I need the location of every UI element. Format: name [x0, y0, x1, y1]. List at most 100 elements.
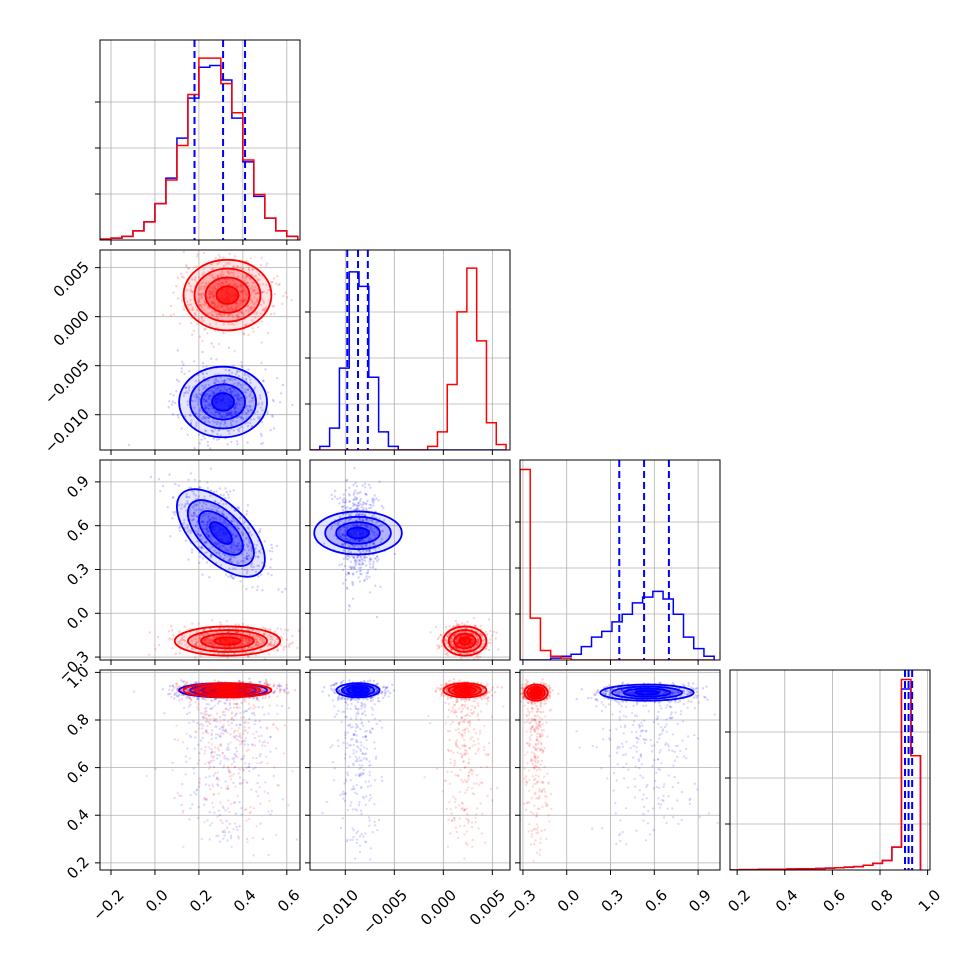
scatter-point [352, 523, 355, 526]
scatter-point [223, 557, 226, 560]
scatter-point [265, 291, 268, 294]
scatter-point [354, 481, 357, 485]
scatter-point [204, 301, 207, 304]
scatter-point [237, 542, 240, 545]
scatter-point [205, 416, 208, 419]
scatter-point [259, 647, 262, 651]
scatter-point [455, 638, 458, 641]
scatter-point [350, 507, 353, 510]
scatter-point [380, 504, 383, 508]
scatter-point [355, 485, 359, 488]
scatter-point [154, 648, 157, 651]
scatter-point [249, 277, 252, 280]
scatter-point [348, 500, 351, 503]
scatter-point [218, 388, 221, 392]
scatter-point [455, 640, 459, 643]
scatter-point [203, 407, 207, 410]
scatter-point [188, 512, 191, 515]
scatter-point [213, 386, 216, 389]
scatter-point [209, 556, 212, 559]
scatter-point [199, 534, 202, 537]
scatter-point [228, 378, 231, 381]
scatter-point [348, 500, 351, 503]
scatter-point [226, 413, 230, 416]
scatter-point [243, 390, 247, 394]
scatter-point [358, 524, 362, 528]
scatter-point [204, 421, 207, 424]
scatter-point [242, 635, 245, 639]
scatter-point [202, 281, 205, 284]
scatter-point [234, 567, 237, 570]
scatter-point [224, 487, 227, 490]
scatter-point [167, 630, 171, 633]
scatter-point [207, 396, 210, 399]
scatter-point [207, 533, 210, 537]
scatter-point [258, 278, 262, 281]
scatter-point [194, 643, 198, 647]
scatter-point [162, 313, 165, 317]
scatter-point [184, 502, 188, 506]
scatter-point [466, 634, 470, 638]
scatter-point [202, 639, 205, 642]
scatter-point [200, 295, 204, 299]
scatter-point [363, 502, 366, 505]
scatter-point [372, 504, 375, 507]
scatter-point [212, 536, 215, 539]
scatter-point [198, 501, 202, 504]
scatter-point [371, 566, 375, 570]
scatter-point [228, 273, 231, 276]
scatter-point [200, 384, 204, 387]
scatter-point [364, 545, 368, 548]
scatter-point [342, 525, 345, 529]
scatter-point [217, 313, 220, 316]
scatter-point [214, 389, 218, 392]
scatter-point [470, 663, 472, 665]
scatter-point [248, 638, 251, 642]
scatter-point [194, 509, 197, 512]
scatter-point [247, 646, 250, 649]
scatter-point [201, 340, 204, 343]
scatter-point [266, 683, 269, 686]
scatter-point [234, 283, 237, 286]
scatter-point [273, 642, 276, 645]
scatter-point [223, 423, 226, 426]
scatter-point [207, 417, 210, 420]
scatter-point [250, 533, 253, 536]
scatter-point [222, 390, 225, 393]
scatter-point [227, 322, 231, 325]
scatter-point [243, 410, 246, 413]
scatter-point [239, 636, 243, 639]
scatter-point [224, 548, 227, 552]
scatter-point [230, 271, 233, 274]
scatter-point [223, 386, 226, 390]
scatter-point [469, 643, 472, 646]
scatter-point [203, 523, 206, 527]
scatter-point [226, 270, 229, 273]
scatter-point [215, 315, 219, 318]
scatter-point [236, 371, 239, 374]
scatter-point [337, 521, 340, 524]
scatter-point [257, 555, 260, 558]
scatter-point [168, 636, 172, 640]
scatter-point [477, 641, 480, 644]
scatter-point [460, 648, 464, 651]
scatter-point [204, 400, 208, 403]
scatter-point [221, 510, 224, 513]
scatter-point [439, 633, 442, 636]
scatter-point [191, 399, 195, 403]
scatter-point [215, 490, 218, 493]
scatter-point [204, 429, 208, 433]
scatter-point [454, 619, 457, 623]
scatter-point [246, 637, 250, 640]
scatter-point [342, 504, 346, 508]
scatter-point [369, 486, 372, 489]
scatter-point [186, 300, 189, 304]
scatter-point [267, 288, 270, 292]
scatter-point [354, 561, 357, 565]
scatter-point [365, 525, 368, 528]
scatter-point [176, 349, 179, 352]
scatter-point [206, 641, 209, 644]
scatter-point [207, 534, 211, 537]
scatter-point [237, 527, 240, 531]
scatter-point [223, 421, 227, 424]
